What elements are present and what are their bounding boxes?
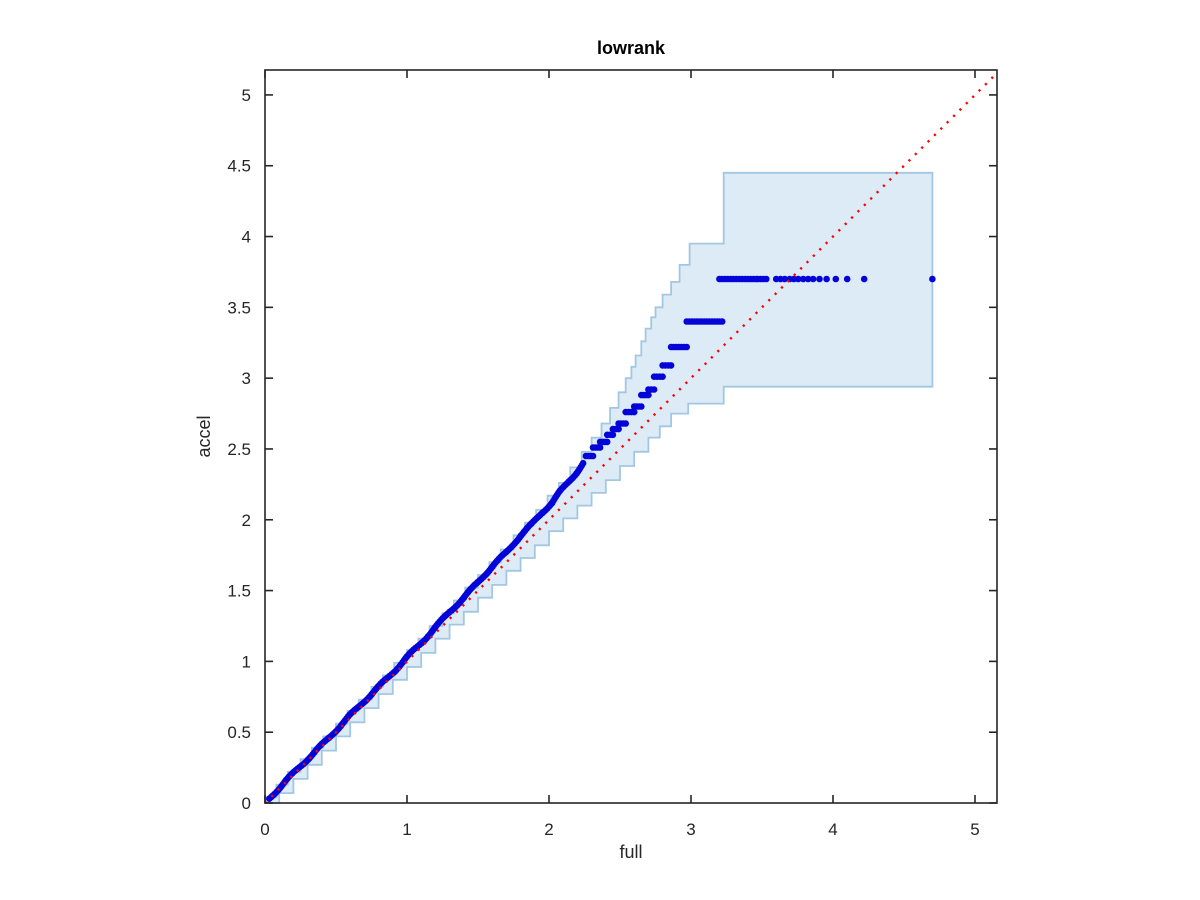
x-tick-label: 1	[402, 820, 411, 839]
y-tick-label: 5	[242, 86, 251, 105]
x-tick-label: 3	[686, 820, 695, 839]
y-tick-label: 0	[242, 794, 251, 813]
chart-title: lowrank	[597, 38, 666, 58]
y-tick-label: 1	[242, 652, 251, 671]
quantile-points	[266, 275, 936, 802]
x-axis-label: full	[619, 842, 642, 862]
y-tick-label: 2	[242, 511, 251, 530]
y-tick-label: 4	[242, 228, 251, 247]
x-tick-label: 4	[828, 820, 837, 839]
y-tick-label: 0.5	[227, 723, 251, 742]
confidence-band	[264, 171, 934, 804]
x-tick-label: 2	[544, 820, 553, 839]
y-axis-label: accel	[194, 415, 214, 457]
y-tick-label: 3.5	[227, 298, 251, 317]
x-tick-label: 0	[260, 820, 269, 839]
y-tick-label: 3	[242, 369, 251, 388]
axes: 0 1 2 3 4 5 0 0.5 1 1.5 2 2.5 3 3.5 4 4.5 5	[227, 69, 998, 839]
y-tick-label: 4.5	[227, 157, 251, 176]
x-tick-label: 5	[970, 820, 979, 839]
reference-line	[264, 72, 998, 804]
y-tick-label: 2.5	[227, 440, 251, 459]
y-tick-label: 1.5	[227, 582, 251, 601]
